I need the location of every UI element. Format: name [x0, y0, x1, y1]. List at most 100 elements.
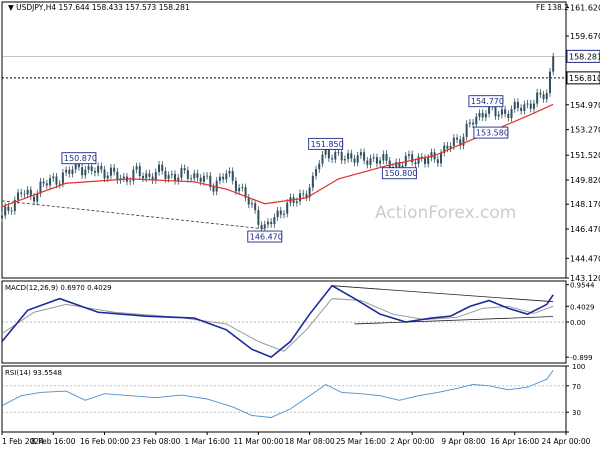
candle-body: [372, 157, 375, 159]
symbol-ohlc-header: ▼ USDJPY,H4 157.644 158.433 157.573 158.…: [8, 3, 190, 12]
macd-trendline: [354, 316, 554, 325]
candle-body: [13, 199, 16, 212]
candle-body: [225, 173, 228, 180]
candle-body: [411, 154, 414, 163]
candle-body: [138, 166, 141, 177]
candle-body: [311, 175, 314, 188]
price-annotation-box: [247, 230, 283, 243]
candle-body: [218, 176, 221, 181]
candle-body: [84, 169, 87, 176]
candle-body: [209, 175, 212, 188]
candle-body: [45, 183, 48, 186]
candle-body: [263, 224, 266, 229]
price-y-tick-label: 159.670: [570, 32, 600, 41]
candle-body: [401, 165, 404, 168]
rsi-line: [1, 369, 554, 418]
price-y-tick-label: 146.470: [570, 225, 600, 234]
x-tick-label: 24 Apr 00:00: [542, 437, 591, 446]
candle-body: [161, 164, 164, 171]
candle-body: [87, 166, 90, 170]
candle-body: [238, 187, 241, 192]
level-price-tag-label: 156.810: [569, 74, 600, 83]
candle-body: [449, 146, 452, 149]
candle-body: [324, 148, 327, 155]
candle-body: [375, 157, 378, 164]
candle-body: [516, 101, 519, 108]
candle-body: [532, 103, 535, 109]
candle-body: [58, 183, 61, 185]
candle-body: [164, 170, 167, 179]
candle-body: [331, 158, 334, 160]
x-tick-label: 8 Feb 16:00: [31, 437, 76, 446]
candle-body: [366, 160, 369, 165]
candle-body: [109, 167, 112, 176]
candle-body: [65, 169, 68, 173]
candle-body: [254, 203, 257, 211]
candle-body: [478, 112, 481, 117]
candle-body: [206, 175, 209, 177]
candle-body: [523, 104, 526, 111]
candle-body: [350, 153, 353, 159]
price-annotation-label: 150.800: [384, 169, 417, 178]
candle-body: [212, 187, 215, 192]
candle-body: [100, 166, 103, 170]
candle-body: [513, 101, 516, 110]
candle-body: [183, 168, 186, 171]
candle-body: [279, 210, 282, 215]
candle-body: [77, 162, 80, 168]
candle-body: [356, 155, 359, 163]
candle-body: [215, 180, 218, 192]
candle-body: [234, 180, 237, 192]
candle-body: [228, 171, 231, 174]
candle-body: [20, 192, 23, 194]
price-annotation-label: 154.770: [471, 97, 504, 106]
price-y-tick-label: 161.620: [570, 4, 600, 13]
candle-body: [199, 177, 202, 182]
candle-body: [202, 176, 205, 182]
candle-body: [132, 169, 135, 181]
candle-body: [337, 152, 340, 153]
candle-body: [276, 210, 279, 218]
candle-body: [488, 105, 491, 114]
current-price-tag: [566, 49, 600, 63]
candle-body: [36, 193, 39, 202]
price-y-tick-label: 153.270: [570, 126, 600, 135]
candle-body: [10, 210, 13, 212]
candle-body: [135, 166, 138, 170]
candle-body: [542, 94, 545, 100]
candle-body: [500, 109, 503, 115]
level-price-tag: [566, 71, 600, 85]
candle-body: [193, 173, 196, 179]
candle-body: [97, 166, 100, 173]
candle-body: [481, 112, 484, 118]
candle-body: [74, 162, 77, 170]
candle-body: [379, 160, 382, 164]
candle-body: [260, 224, 263, 229]
candle-body: [334, 152, 337, 160]
candle-body: [545, 93, 548, 100]
candle-body: [52, 176, 55, 179]
candle-body: [266, 221, 269, 225]
candle-body: [231, 171, 234, 181]
candle-body: [93, 171, 96, 173]
rsi-y-tick-label: 100: [572, 363, 585, 371]
candle-body: [7, 206, 10, 211]
candle-body: [417, 156, 420, 164]
rsi-y-tick-label: 30: [572, 409, 581, 417]
rsi-panel-frame: [1, 365, 567, 433]
x-tick-label: 11 Mar 00:00: [233, 437, 283, 446]
candle-body: [283, 213, 285, 215]
candle-body: [552, 56, 555, 72]
candle-body: [4, 206, 7, 216]
candle-body: [363, 152, 366, 161]
candle-body: [315, 169, 318, 176]
candle-body: [71, 169, 74, 174]
macd-y-tick-label: 0.9544: [570, 282, 595, 290]
candle-body: [430, 152, 433, 158]
macd-trendline: [332, 285, 554, 303]
candle-body: [167, 175, 170, 179]
candle-body: [452, 137, 455, 147]
candle-body: [385, 154, 388, 161]
candle-body: [174, 174, 177, 181]
candle-body: [196, 173, 199, 178]
